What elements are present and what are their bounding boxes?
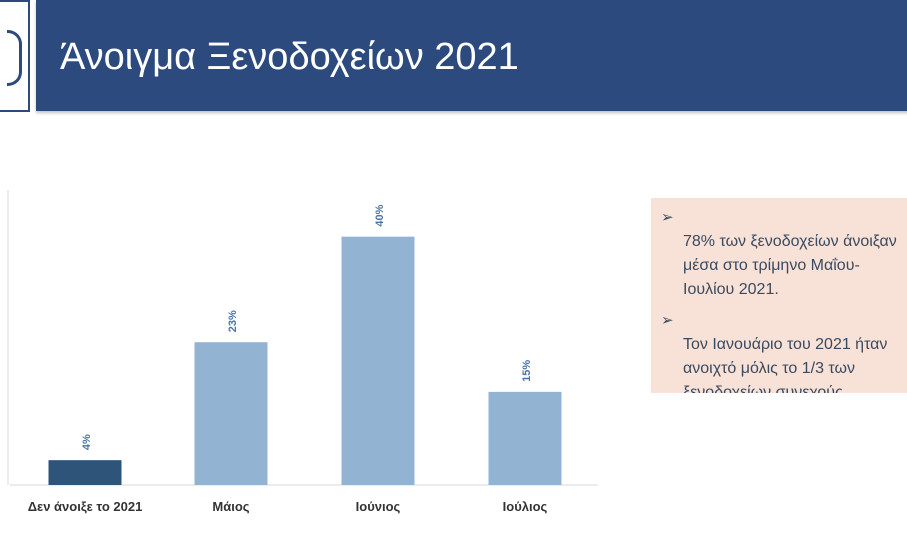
data-label: 40% <box>374 204 386 226</box>
category-label: Ιούνιος <box>356 499 401 514</box>
category-label: Δεν άνοιξε το 2021 <box>28 499 143 514</box>
data-label: 15% <box>521 360 533 382</box>
category-label: Ιούλιος <box>503 499 548 514</box>
bar <box>341 236 415 485</box>
note-text: 78% των ξενοδοχείων άνοιξαν μέσα στο τρί… <box>683 233 897 298</box>
slide-title: Άνοιγμα Ξενοδοχείων 2021 <box>60 36 519 78</box>
data-label: 23% <box>227 310 239 332</box>
logo-frame <box>0 0 30 112</box>
note-item: ➢ 78% των ξενοδοχείων άνοιξαν μέσα στο τρ… <box>661 206 907 302</box>
title-bar: Άνοιγμα Ξενοδοχείων 2021 <box>36 0 907 111</box>
data-label: 4% <box>81 434 93 450</box>
arrow-bullet-icon: ➢ <box>661 209 674 226</box>
bar-chart: 4% Δεν άνοιξε το 2021 23% Μάιος 40% Ιούνιος 15… <box>7 190 598 514</box>
bar <box>488 391 562 485</box>
notes-box: ➢ 78% των ξενοδοχείων άνοιξαν μέσα στο τρ… <box>651 198 907 393</box>
bar <box>48 460 122 485</box>
category-label: Μάιος <box>212 499 249 514</box>
bar <box>194 342 268 485</box>
note-item: ➢ Τον Ιανουάριο του 2021 ήταν ανοιχτό μόλ… <box>661 309 907 393</box>
note-text: Τον Ιανουάριο του 2021 ήταν ανοιχτό μόλι… <box>683 336 888 393</box>
arrow-bullet-icon: ➢ <box>661 312 674 329</box>
